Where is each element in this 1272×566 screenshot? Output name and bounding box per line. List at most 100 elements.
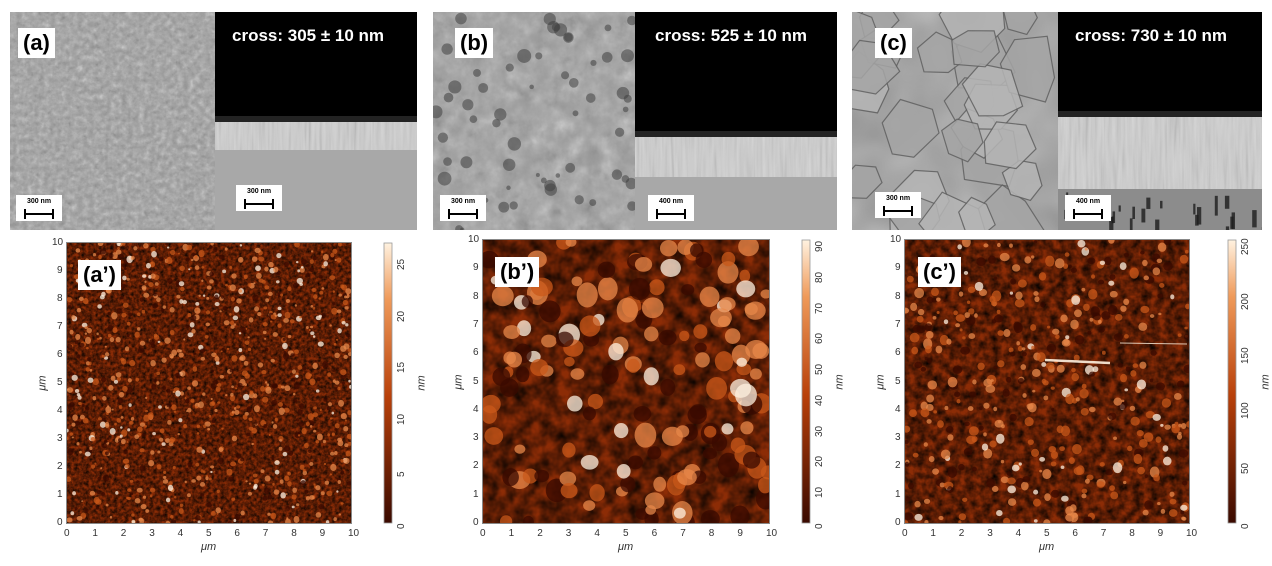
y-tick-label: 3 [473, 432, 479, 444]
y-tick-label: 0 [473, 517, 479, 528]
y-tick-label: 6 [57, 349, 63, 360]
panel-b [420, 0, 840, 566]
y-axis-label: μm [874, 373, 887, 390]
x-tick-label: 6 [1072, 528, 1078, 539]
x-tick-label: 9 [1157, 528, 1164, 539]
afm-height-map [483, 240, 769, 523]
y-tick-label: 8 [473, 290, 479, 302]
scale-bar-line [1073, 209, 1103, 219]
afm-panel-label: (b’) [495, 257, 540, 287]
cross-section-thickness: cross: 730 ± 10 nm [1075, 26, 1228, 45]
colorbar-tick-label: 70 [814, 302, 825, 314]
x-tick-label: 7 [1100, 528, 1107, 539]
colorbar-tick-label: 10 [396, 414, 407, 426]
colorbar-tick-label: 90 [814, 241, 825, 253]
afm-height-map [905, 240, 1189, 523]
x-axis-label: μm [1039, 541, 1055, 553]
afm-colorbar [383, 242, 393, 524]
x-tick-label: 2 [958, 528, 965, 539]
x-tick-label: 7 [680, 528, 686, 539]
x-tick-label: 4 [594, 528, 600, 539]
colorbar-tick-label: 100 [1240, 402, 1251, 420]
y-tick-label: 9 [57, 265, 63, 276]
colorbar-tick-label: 200 [1240, 292, 1251, 310]
x-tick-label: 3 [149, 528, 155, 539]
afm-panel-label: (a’) [78, 260, 121, 290]
x-tick-label: 0 [902, 528, 908, 539]
x-tick-label: 10 [348, 528, 360, 539]
y-tick-label: 7 [473, 318, 479, 330]
scale-bar-cross-section: 300 nm [236, 185, 282, 211]
scale-bar-line [656, 209, 686, 219]
panel-label: (a) [18, 28, 55, 58]
x-tick-label: 7 [262, 528, 269, 539]
scale-bar-line [448, 209, 478, 219]
x-tick-label: 3 [987, 528, 993, 539]
colorbar-tick-label: 250 [1240, 238, 1251, 255]
afm-frame [66, 242, 352, 524]
colorbar-tick-label: 5 [396, 471, 407, 478]
x-tick-label: 8 [708, 528, 715, 539]
scale-bar-top-view: 300 nm [440, 195, 486, 221]
x-tick-label: 10 [766, 528, 778, 539]
y-tick-label: 6 [895, 347, 901, 359]
x-tick-label: 1 [92, 528, 98, 539]
scale-bar-label: 400 nm [658, 198, 684, 205]
y-tick-label: 10 [52, 237, 64, 248]
colorbar-tick-label: 0 [396, 523, 407, 529]
scale-bar-label: 400 nm [1075, 198, 1101, 205]
afm-frame [482, 239, 770, 524]
sem-cross-section-image [635, 12, 837, 230]
scale-bar-line [24, 209, 54, 219]
y-tick-label: 5 [895, 375, 901, 387]
y-tick-label: 1 [57, 489, 63, 500]
afm-panel-label: (c’) [918, 257, 961, 287]
y-tick-label: 7 [57, 321, 63, 332]
x-tick-label: 2 [537, 528, 543, 539]
y-tick-label: 4 [473, 403, 479, 415]
afm-frame [904, 239, 1190, 524]
y-tick-label: 3 [57, 433, 63, 444]
colorbar-tick-label: 25 [396, 258, 407, 270]
y-tick-label: 1 [895, 488, 901, 500]
y-tick-label: 6 [473, 347, 479, 359]
y-tick-label: 0 [57, 517, 63, 528]
colorbar-tick-label: 30 [814, 425, 825, 437]
y-tick-label: 2 [895, 460, 901, 472]
y-tick-label: 1 [473, 488, 479, 500]
colorbar-unit-label: nm [1259, 373, 1272, 390]
x-tick-label: 5 [206, 528, 212, 539]
x-tick-label: 8 [1129, 528, 1135, 539]
x-axis-label: μm [618, 541, 634, 553]
colorbar-tick-label: 15 [396, 362, 407, 374]
panel-label: (c) [875, 28, 912, 58]
cross-section-thickness: cross: 525 ± 10 nm [655, 26, 808, 45]
y-tick-label: 9 [473, 262, 479, 274]
afm-colorbar [1227, 239, 1237, 524]
panel-label: (b) [455, 28, 494, 58]
x-tick-label: 6 [651, 528, 658, 539]
y-tick-label: 7 [895, 318, 901, 330]
y-axis-label: μm [452, 373, 465, 390]
panel-c [840, 0, 1272, 566]
x-axis-label: μm [201, 541, 217, 553]
y-tick-label: 8 [57, 293, 63, 304]
scale-bar-line [244, 199, 274, 209]
colorbar-tick-label: 50 [1240, 463, 1251, 475]
y-axis-label: μm [36, 375, 49, 391]
colorbar-tick-label: 20 [814, 456, 825, 468]
x-tick-label: 5 [1044, 528, 1050, 539]
x-tick-label: 10 [1186, 528, 1198, 539]
y-tick-label: 2 [473, 460, 479, 472]
x-tick-label: 4 [177, 528, 184, 539]
x-tick-label: 8 [291, 528, 297, 539]
colorbar-tick-label: 50 [814, 364, 825, 376]
colorbar-tick-label: 80 [814, 271, 825, 283]
colorbar-tick-label: 10 [814, 487, 825, 499]
x-tick-label: 0 [64, 528, 70, 539]
colorbar-tick-label: 40 [814, 394, 825, 406]
scale-bar-cross-section: 400 nm [1065, 195, 1111, 221]
cross-section-thickness: cross: 305 ± 10 nm [232, 26, 385, 45]
x-tick-label: 3 [565, 528, 572, 539]
